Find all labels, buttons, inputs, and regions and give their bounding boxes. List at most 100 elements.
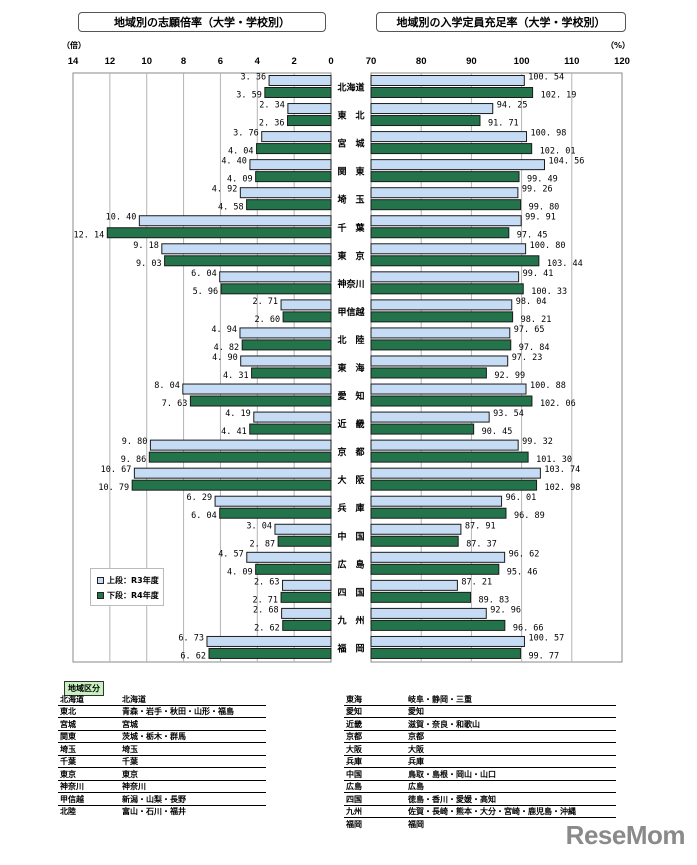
right-bar-r3 xyxy=(370,467,541,479)
region-label: 福 岡 xyxy=(336,642,364,654)
region-label: 宮 城 xyxy=(337,138,364,150)
legend-swatch-r4 xyxy=(97,592,104,599)
right-bar-r4 xyxy=(370,535,459,547)
region-prefectures: 広島 xyxy=(406,780,616,793)
region-label: 神奈川 xyxy=(337,278,364,290)
left-value-label-r4: 4. 31 xyxy=(223,371,249,381)
right-bar-r4 xyxy=(370,647,521,659)
right-bar-r3 xyxy=(370,355,509,367)
charts-svg: 14 12 10 8 6 4 2 0 70 80 90 100 110 120 北海道 3. 36 3. 59 1… xyxy=(68,56,630,663)
right-value-label-r4: 98. 21 xyxy=(521,315,552,325)
region-label: 甲信越 xyxy=(337,306,365,318)
region-name: 福岡 xyxy=(346,819,362,829)
region-table-row: 北海道 北海道 xyxy=(58,693,266,706)
right-bar-r3 xyxy=(370,523,462,535)
region-label: 大 阪 xyxy=(337,474,365,486)
region-table-row: 近畿 滋賀・奈良・和歌山 xyxy=(344,717,616,731)
right-bar-r3 xyxy=(370,551,506,563)
left-value-label-r4: 4. 09 xyxy=(227,567,253,577)
right-bar-r3 xyxy=(370,327,511,339)
left-bar-r3 xyxy=(133,467,332,479)
right-value-label-r3: 100. 80 xyxy=(530,241,566,251)
legend: 上段：R3年度 下段：R4年度 xyxy=(90,568,164,606)
left-bar-r4 xyxy=(106,227,332,239)
region-table-row: 愛知 愛知 xyxy=(344,705,616,718)
left-bar-r4 xyxy=(282,311,332,323)
region-prefectures: 神奈川 xyxy=(120,780,266,793)
region-prefectures: 大阪 xyxy=(406,742,616,756)
left-value-label-r3: 10. 40 xyxy=(106,213,137,223)
region-prefectures: 宮城 xyxy=(120,717,266,731)
left-value-label-r3: 3. 36 xyxy=(240,73,266,83)
right-value-label-r3: 99. 91 xyxy=(525,213,556,223)
right-tick-label: 120 xyxy=(614,56,630,67)
region-prefectures: 茨城・栃木・群馬 xyxy=(120,730,266,743)
region-table-row: 東京 東京 xyxy=(58,767,266,781)
left-bar-r3 xyxy=(280,299,332,311)
left-bar-r4 xyxy=(219,507,332,519)
right-value-label-r3: 104. 56 xyxy=(548,157,584,167)
left-value-label-r3: 2. 63 xyxy=(254,577,280,587)
left-value-label-r4: 2. 36 xyxy=(259,119,285,129)
left-bar-r4 xyxy=(255,563,332,575)
right-value-label-r4: 99. 49 xyxy=(527,175,558,185)
right-bar-r3 xyxy=(370,411,490,423)
left-value-label-r3: 4. 40 xyxy=(221,157,247,167)
left-value-label-r4: 9. 86 xyxy=(121,455,147,465)
left-value-label-r3: 6. 73 xyxy=(178,633,204,643)
region-prefectures: 滋賀・奈良・和歌山 xyxy=(406,717,616,731)
region-table-row: 甲信越 新潟・山梨・長野 xyxy=(58,792,266,806)
left-tick-label: 14 xyxy=(68,56,79,67)
region-prefectures: 埼玉 xyxy=(120,742,266,756)
right-value-label-r4: 102. 19 xyxy=(541,91,577,101)
left-bar-r3 xyxy=(239,187,332,199)
left-tick-label: 2 xyxy=(291,56,296,67)
right-value-label-r4: 102. 06 xyxy=(540,399,576,409)
legend-label-r3: 上段：R3年度 xyxy=(107,576,159,585)
right-tick-label: 110 xyxy=(564,56,579,67)
region-table-row: 大阪 大阪 xyxy=(344,742,616,756)
right-value-label-r3: 99. 26 xyxy=(522,185,553,195)
right-value-label-r4: 87. 37 xyxy=(466,539,497,549)
right-value-label-r4: 95. 46 xyxy=(507,567,538,577)
region-prefectures: 福岡 xyxy=(408,819,424,829)
left-bar-r3 xyxy=(281,607,332,619)
region-name: 九州 xyxy=(344,805,406,818)
left-bar-r3 xyxy=(268,75,332,86)
right-bar-r4 xyxy=(370,339,512,351)
right-bar-r3 xyxy=(370,635,525,647)
region-name: 愛知 xyxy=(344,705,406,718)
region-prefectures: 北海道 xyxy=(120,693,266,706)
right-value-label-r4: 96. 66 xyxy=(513,623,544,633)
legend-label-r4: 下段：R4年度 xyxy=(107,591,159,600)
right-bar-r3 xyxy=(370,607,487,619)
resemom-logo: ReseMom xyxy=(565,820,686,850)
left-value-label-r4: 2. 60 xyxy=(254,315,280,325)
right-bar-r3 xyxy=(370,187,519,199)
left-bar-r3 xyxy=(287,103,332,115)
right-bar-r3 xyxy=(370,439,519,451)
right-value-label-r4: 103. 44 xyxy=(547,259,583,269)
left-value-label-r4: 7. 63 xyxy=(162,399,188,409)
right-bar-r4 xyxy=(370,283,524,295)
right-bar-r4 xyxy=(370,87,534,98)
region-label: 東 京 xyxy=(337,250,364,262)
right-tick-label: 100 xyxy=(514,56,530,67)
left-value-label-r3: 4. 90 xyxy=(212,353,238,363)
left-bar-r3 xyxy=(240,355,332,367)
region-table-row: 北陸 富山・石川・福井 xyxy=(58,805,266,817)
region-table-row: 千葉 千葉 xyxy=(58,755,266,768)
region-name: 北海道 xyxy=(58,693,120,706)
right-value-label-r3: 92. 96 xyxy=(490,605,521,615)
region-label: 千 葉 xyxy=(337,222,365,234)
region-name: 甲信越 xyxy=(58,792,120,806)
right-value-label-r4: 96. 89 xyxy=(514,511,545,521)
right-bar-r4 xyxy=(370,451,529,463)
right-bar-r4 xyxy=(370,255,540,267)
region-name: 東海 xyxy=(344,693,406,706)
right-value-label-r3: 96. 62 xyxy=(509,549,540,559)
left-bar-r4 xyxy=(251,367,332,379)
right-chart-title: 地域別の入学定員充足率（大学・学校別） xyxy=(376,12,626,32)
right-value-label-r4: 101. 30 xyxy=(536,455,572,465)
region-label: 愛 知 xyxy=(337,390,364,402)
